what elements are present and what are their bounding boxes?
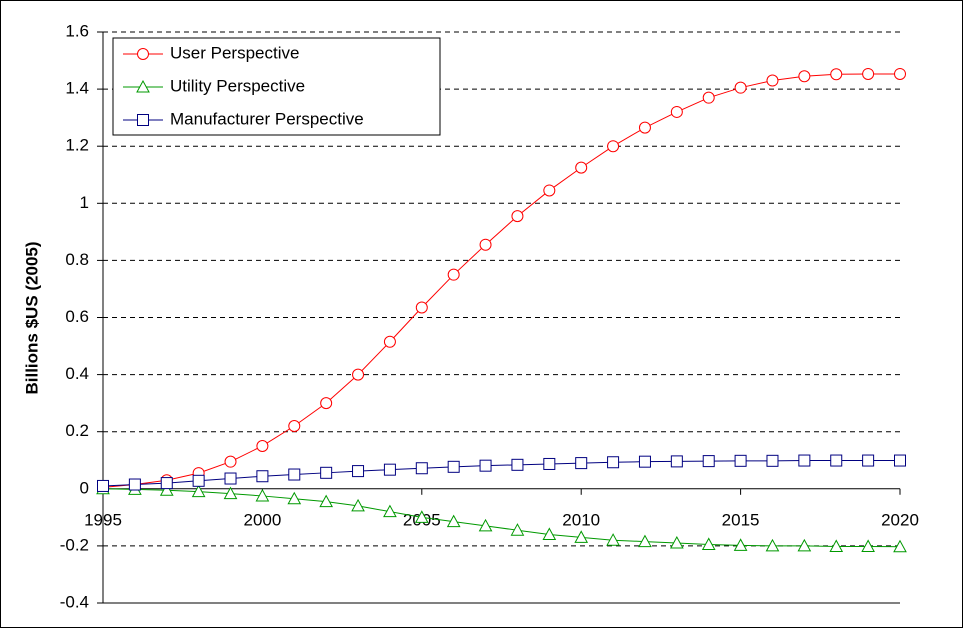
marker (638, 534, 652, 548)
marker (702, 455, 715, 468)
marker (159, 483, 174, 496)
marker (607, 456, 620, 469)
legend-label: Utility Perspective (170, 76, 305, 95)
marker (765, 538, 780, 552)
legend-label: User Perspective (170, 43, 299, 62)
marker (701, 537, 716, 550)
x-tick-label: 2020 (881, 510, 919, 529)
marker (510, 523, 525, 536)
marker (733, 538, 748, 551)
marker (798, 454, 811, 467)
marker (352, 368, 365, 381)
marker (893, 539, 907, 553)
marker (734, 81, 747, 94)
marker (830, 454, 843, 467)
marker (128, 478, 141, 491)
y-tick-label: 0.8 (65, 250, 89, 269)
marker (542, 527, 557, 540)
marker (256, 470, 269, 483)
marker (383, 335, 396, 348)
marker (479, 459, 492, 472)
marker (383, 463, 396, 476)
marker (766, 454, 779, 467)
marker (319, 494, 334, 508)
series-line (102, 488, 901, 548)
marker (383, 504, 397, 518)
marker (320, 397, 333, 410)
marker (224, 455, 237, 468)
legend (112, 37, 441, 136)
marker (670, 105, 683, 118)
legend-marker (137, 48, 149, 60)
legend-marker (136, 79, 150, 93)
marker (287, 491, 302, 505)
marker (192, 474, 205, 487)
marker (638, 455, 651, 468)
marker (511, 210, 524, 223)
marker (288, 468, 301, 481)
marker (256, 439, 269, 452)
marker (447, 268, 460, 281)
marker (415, 462, 428, 475)
marker (702, 91, 715, 104)
marker (255, 488, 270, 502)
marker (414, 510, 429, 523)
marker (734, 454, 747, 467)
marker (669, 536, 684, 549)
x-tick-label: 2000 (243, 510, 281, 529)
marker (894, 67, 906, 80)
marker (862, 67, 875, 80)
y-tick-label: 1.4 (65, 79, 89, 98)
marker (894, 454, 906, 467)
legend-label: Manufacturer Perspective (170, 109, 364, 128)
marker (830, 68, 843, 81)
marker (97, 479, 109, 492)
marker (574, 530, 589, 543)
x-tick-label: 2015 (722, 510, 760, 529)
marker (575, 457, 588, 470)
y-tick-label: 0.6 (65, 307, 89, 326)
marker (320, 466, 333, 479)
marker (766, 74, 779, 87)
marker (288, 419, 301, 432)
y-tick-label: -0.4 (60, 592, 89, 611)
marker (575, 161, 588, 174)
marker (224, 472, 237, 485)
marker (798, 70, 811, 83)
legend-marker (137, 114, 149, 126)
marker (638, 121, 651, 134)
marker (351, 498, 365, 512)
x-tick-label: 2010 (562, 510, 600, 529)
marker (797, 538, 812, 552)
marker (606, 533, 620, 546)
y-tick-label: 1.2 (65, 136, 89, 155)
marker (829, 539, 844, 552)
marker (543, 457, 556, 470)
marker (479, 238, 492, 251)
marker (160, 477, 173, 490)
y-tick-label: 1 (80, 193, 89, 212)
x-tick-label: 1995 (84, 510, 122, 529)
y-tick-label: 0 (80, 478, 89, 497)
marker (223, 486, 238, 500)
marker (447, 460, 460, 473)
marker (191, 484, 206, 498)
y-axis-label: Billions $US (2005) (22, 241, 41, 394)
marker (861, 539, 875, 552)
marker (543, 184, 556, 197)
marker (862, 454, 875, 467)
y-tick-label: 0.4 (65, 364, 89, 383)
marker (511, 458, 524, 471)
y-tick-label: -0.2 (60, 535, 89, 554)
marker (670, 455, 683, 468)
y-tick-label: 0.2 (65, 421, 89, 440)
marker (352, 465, 365, 478)
y-tick-label: 1.6 (65, 21, 89, 40)
marker (607, 140, 620, 153)
marker (415, 301, 428, 314)
marker (446, 514, 461, 528)
marker (478, 518, 493, 532)
